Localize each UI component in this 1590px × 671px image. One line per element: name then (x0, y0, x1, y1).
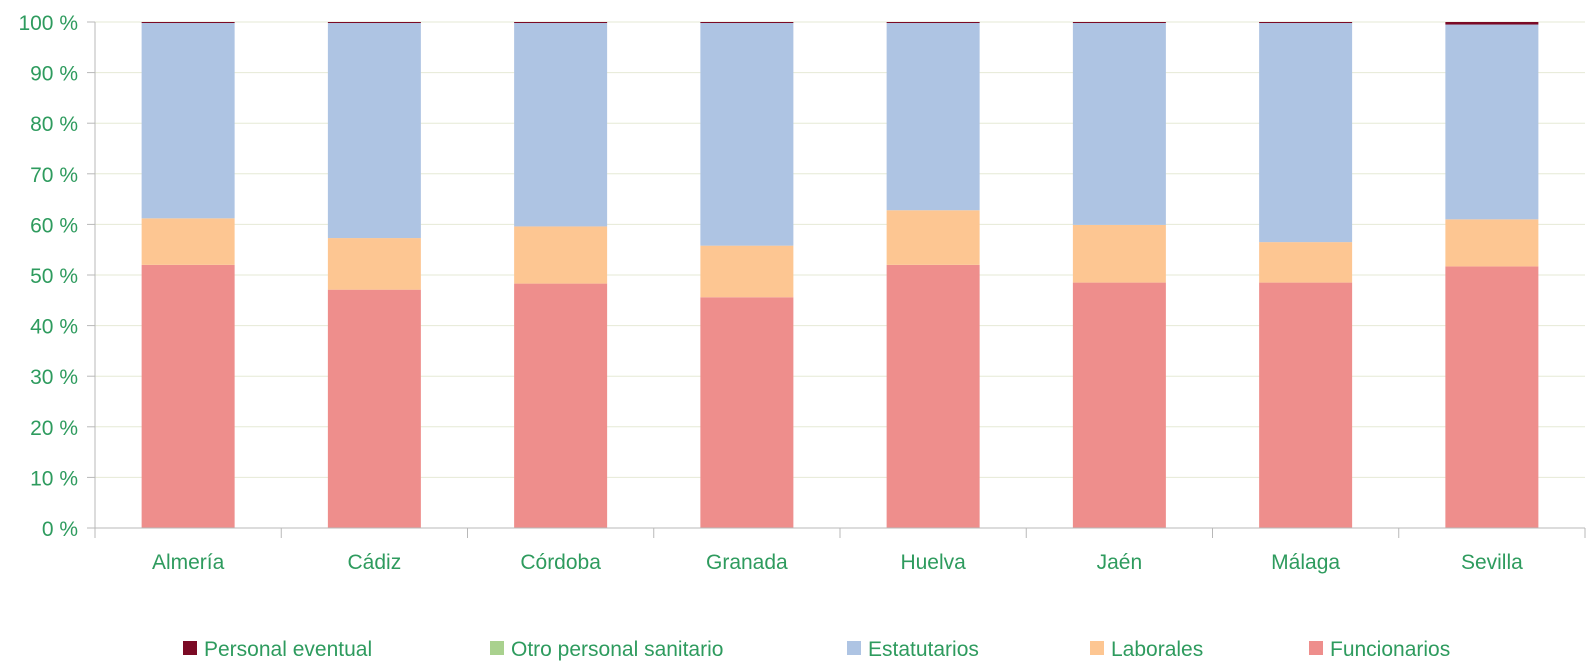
bar-segment-funcionarios (327, 289, 421, 528)
y-tick-label: 70 % (30, 164, 78, 187)
legend-item-personal-eventual: Personal eventual (183, 638, 372, 661)
x-tick-label: Granada (706, 551, 788, 574)
legend-label: Personal eventual (204, 638, 372, 661)
y-tick-label: 80 % (30, 113, 78, 136)
x-tick-label: Almería (152, 551, 225, 574)
bar-segment-funcionarios (886, 264, 980, 528)
bar-segment-estatutarios (327, 23, 421, 239)
y-tick-label: 90 % (30, 63, 78, 86)
bar-segment-laborales (1072, 224, 1166, 283)
bar-segment-personal-eventual (514, 22, 608, 24)
bar-segment-laborales (327, 238, 421, 290)
x-tick-label: Huelva (900, 551, 966, 574)
y-tick-label: 60 % (30, 214, 78, 237)
legend-swatch (183, 641, 197, 655)
bar-segment-estatutarios (141, 23, 235, 219)
bar-segment-personal-eventual (700, 22, 794, 24)
bar-segment-personal-eventual (327, 22, 421, 24)
bar-segment-personal-eventual (886, 22, 980, 24)
bar-segment-laborales (1259, 242, 1353, 283)
bar-segment-funcionarios (514, 283, 608, 528)
x-tick-label: Jaén (1097, 551, 1143, 574)
legend-swatch (490, 641, 504, 655)
bar-segment-laborales (700, 245, 794, 298)
bar-segment-estatutarios (700, 23, 794, 246)
y-tick-label: 40 % (30, 316, 78, 339)
legend-item-estatutarios: Estatutarios (847, 638, 979, 661)
legend-item-otro-personal-sanitario: Otro personal sanitario (490, 638, 723, 661)
bar-segment-funcionarios (1072, 282, 1166, 528)
x-tick-label: Córdoba (520, 551, 601, 574)
bar-segment-personal-eventual (141, 22, 235, 24)
bar-segment-personal-eventual (1259, 22, 1353, 24)
legend-item-funcionarios: Funcionarios (1309, 638, 1450, 661)
bar-segment-laborales (141, 218, 235, 265)
bar-segment-laborales (514, 226, 608, 284)
axes (87, 21, 1586, 538)
bars (141, 22, 1539, 528)
y-tick-label: 20 % (30, 417, 78, 440)
bar-segment-estatutarios (886, 23, 980, 211)
bar-segment-estatutarios (1445, 24, 1539, 220)
legend: Personal eventual Otro personal sanitario… (183, 638, 1450, 661)
legend-swatch (1309, 641, 1323, 655)
legend-item-laborales: Laborales (1090, 638, 1203, 661)
y-tick-label: 50 % (30, 265, 78, 288)
bar-segment-estatutarios (1259, 23, 1353, 243)
bar-segment-personal-eventual (1072, 22, 1166, 24)
legend-label: Funcionarios (1330, 638, 1450, 661)
legend-label: Otro personal sanitario (511, 638, 723, 661)
bar-segment-estatutarios (1072, 23, 1166, 225)
x-tick-label: Málaga (1271, 551, 1340, 574)
bar-segment-funcionarios (141, 264, 235, 528)
y-tick-label: 0 % (42, 518, 78, 541)
bar-segment-funcionarios (1445, 266, 1539, 528)
legend-swatch (1090, 641, 1104, 655)
bar-segment-laborales (1445, 219, 1539, 267)
bar-segment-laborales (886, 210, 980, 265)
legend-swatch (847, 641, 861, 655)
bar-segment-personal-eventual (1445, 22, 1539, 25)
bar-segment-funcionarios (700, 297, 794, 528)
y-tick-label: 100 % (18, 12, 78, 35)
x-tick-label: Cádiz (348, 551, 402, 574)
y-tick-labels: 0 % 10 % 20 % 30 % 40 % 50 % 60 % 70 % 80 % 90 % 1… (18, 12, 78, 541)
gridlines (95, 21, 1585, 478)
bar-segment-estatutarios (514, 23, 608, 227)
legend-label: Estatutarios (868, 638, 979, 661)
legend-label: Laborales (1111, 638, 1203, 661)
x-tick-label: Sevilla (1461, 551, 1523, 574)
y-tick-label: 30 % (30, 366, 78, 389)
y-tick-label: 10 % (30, 467, 78, 490)
bar-segment-funcionarios (1259, 282, 1353, 528)
x-tick-labels: Almería Cádiz Córdoba Granada Huelva Jaén Mála… (152, 551, 1523, 574)
